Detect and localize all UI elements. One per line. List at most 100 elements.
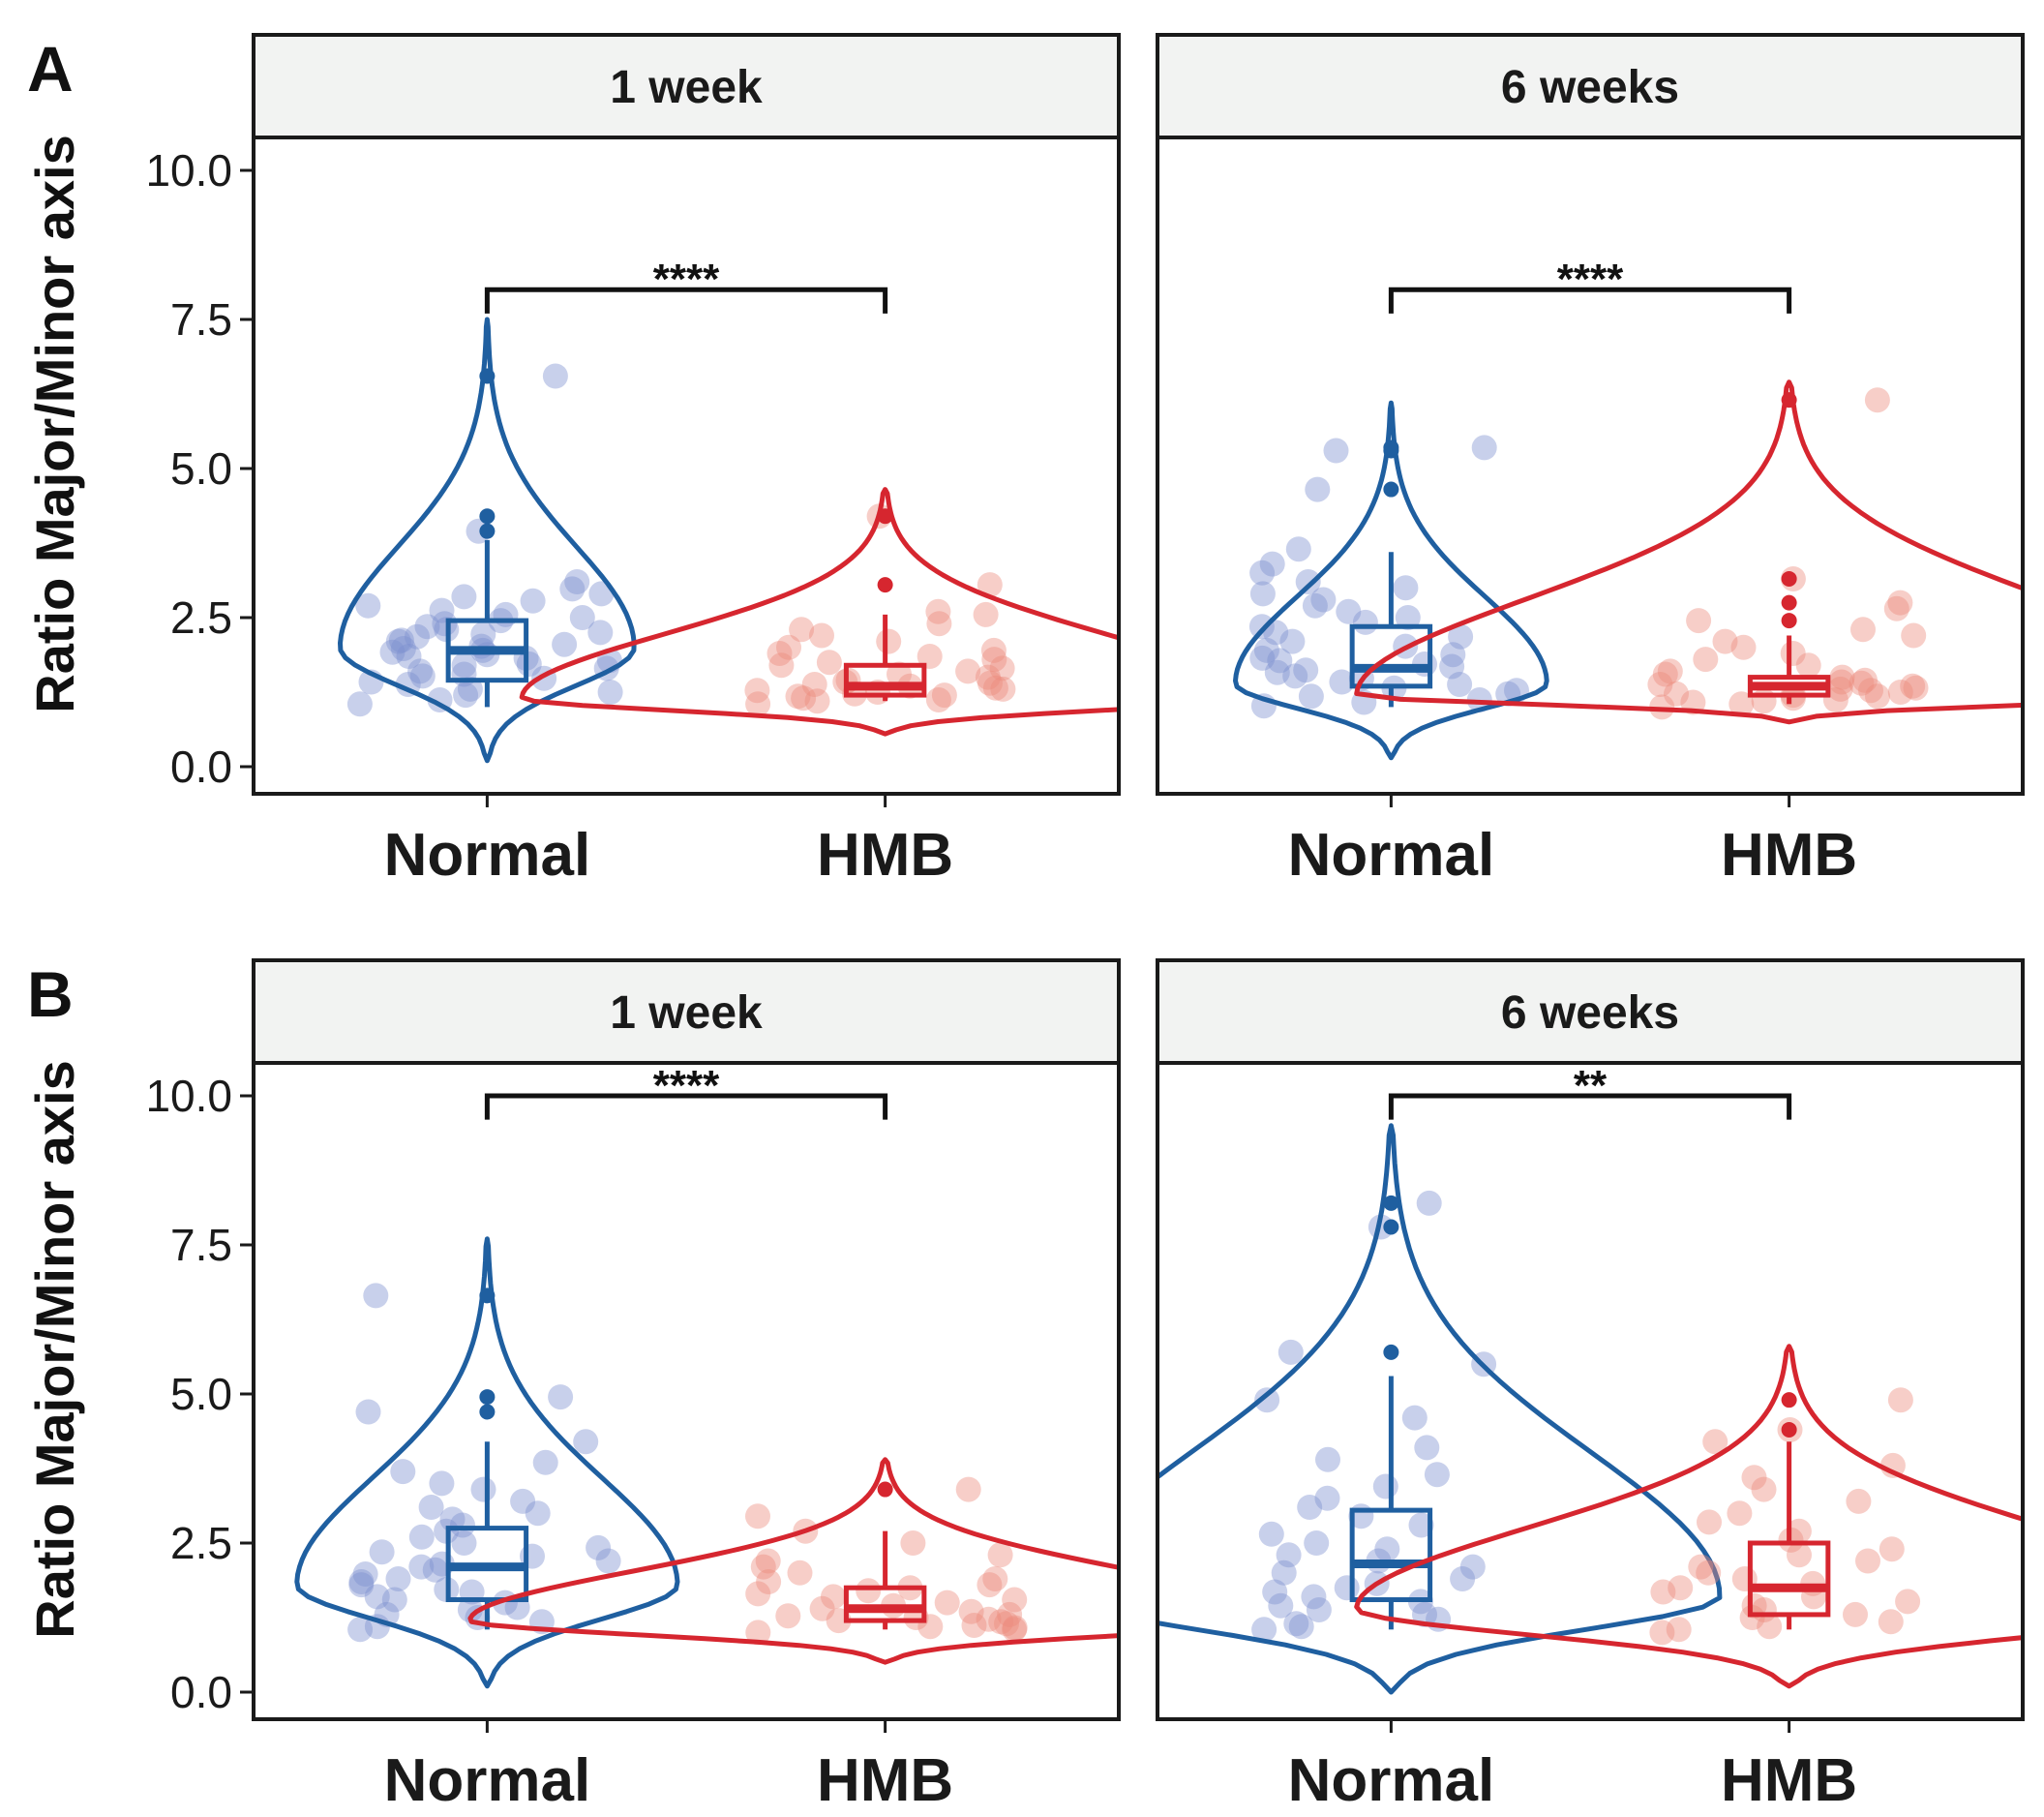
data-point <box>1448 623 1474 650</box>
data-point <box>1268 1592 1294 1619</box>
data-point <box>1895 1589 1921 1615</box>
data-point <box>989 655 1015 681</box>
violin-shape <box>294 1236 680 1689</box>
data-point <box>1295 569 1321 594</box>
data-point <box>1408 1512 1434 1538</box>
data-point <box>745 1620 771 1646</box>
data-point <box>917 644 943 669</box>
outlier-point <box>479 368 496 384</box>
data-point <box>1887 1387 1913 1413</box>
data-point <box>1688 1554 1714 1580</box>
data-point <box>766 641 793 666</box>
outlier-point <box>1383 481 1399 498</box>
data-point <box>363 1283 389 1309</box>
data-point <box>1372 1473 1398 1499</box>
significance-bracket <box>484 287 888 314</box>
data-point <box>1649 1620 1675 1646</box>
data-point <box>1780 685 1806 712</box>
data-point <box>1828 669 1854 695</box>
data-point <box>439 1506 466 1532</box>
data-point <box>450 1512 475 1538</box>
facet-strip <box>252 33 1121 139</box>
data-point <box>408 1554 435 1580</box>
data-point <box>516 651 542 677</box>
data-point <box>955 658 981 684</box>
data-point <box>1395 605 1421 630</box>
data-point <box>347 1617 374 1643</box>
data-point <box>809 1595 835 1621</box>
data-point <box>1259 551 1285 577</box>
data-point <box>548 1384 574 1410</box>
violin-shape <box>338 317 637 764</box>
x-category-label: Normal <box>1288 822 1495 889</box>
data-point <box>453 682 479 709</box>
data-point <box>1878 1609 1904 1635</box>
data-point <box>809 622 834 649</box>
facet-title: 1 week <box>610 987 763 1039</box>
data-point <box>876 628 902 654</box>
data-point <box>1843 1601 1868 1627</box>
data-point <box>987 1542 1013 1568</box>
x-category-label: Normal <box>1288 1747 1495 1814</box>
data-point <box>768 652 795 679</box>
data-point <box>1440 642 1466 668</box>
data-point <box>1263 620 1289 646</box>
data-point <box>1829 664 1855 690</box>
data-point <box>1264 659 1290 685</box>
data-point <box>451 1530 477 1556</box>
data-point <box>348 1572 375 1598</box>
y-tick-label: 0.0 <box>170 1667 232 1717</box>
data-point <box>1795 652 1821 679</box>
data-point <box>982 675 1008 701</box>
plot-frame <box>252 1061 1121 1721</box>
data-point <box>1276 1542 1302 1568</box>
data-point <box>1306 1597 1332 1622</box>
data-point <box>1323 438 1349 464</box>
data-point <box>1900 673 1926 699</box>
data-point <box>1416 1190 1442 1216</box>
data-point <box>1887 590 1913 616</box>
data-point <box>414 614 440 640</box>
data-point <box>552 631 578 657</box>
data-point <box>976 1606 1002 1632</box>
data-point <box>1267 648 1293 674</box>
panel-label: B <box>27 958 74 1030</box>
data-point <box>586 1534 612 1560</box>
data-point <box>1751 688 1777 714</box>
x-category-label: HMB <box>1721 822 1857 889</box>
data-point <box>379 639 406 665</box>
violin-shape <box>1354 379 2021 725</box>
facet-6-weeks: 6 weeks Normal HMB ** <box>1156 958 2025 1814</box>
data-point <box>390 636 416 661</box>
data-point <box>422 1557 448 1583</box>
data-point <box>925 687 951 712</box>
y-tick-label: 10.0 <box>145 145 232 196</box>
outlier-point <box>1383 1219 1399 1235</box>
data-point <box>804 688 830 714</box>
y-tick-label: 5.0 <box>170 1369 232 1419</box>
data-point <box>1850 617 1876 643</box>
data-point <box>961 1613 987 1638</box>
data-point <box>1647 672 1673 697</box>
facet-title: 6 weeks <box>1501 987 1679 1039</box>
facet-title: 6 weeks <box>1501 62 1679 113</box>
data-point <box>1002 1617 1028 1643</box>
data-point <box>1301 1584 1327 1610</box>
data-point <box>1254 1387 1280 1413</box>
data-point <box>1702 1429 1728 1455</box>
y-tick-label: 2.5 <box>170 1518 232 1568</box>
data-point <box>364 1584 390 1610</box>
data-point <box>1903 675 1929 701</box>
data-point <box>1864 387 1890 413</box>
data-point <box>1283 1611 1309 1637</box>
data-point <box>1334 1575 1360 1601</box>
box-iqr <box>1747 1540 1831 1618</box>
data-point <box>1249 560 1276 586</box>
data-point <box>958 1598 984 1624</box>
data-point <box>756 1569 782 1594</box>
panel-label: A <box>27 33 74 105</box>
data-point <box>856 1578 882 1604</box>
plot-area <box>338 317 1117 764</box>
x-category-label: HMB <box>1721 1747 1857 1814</box>
data-point <box>1471 435 1497 461</box>
